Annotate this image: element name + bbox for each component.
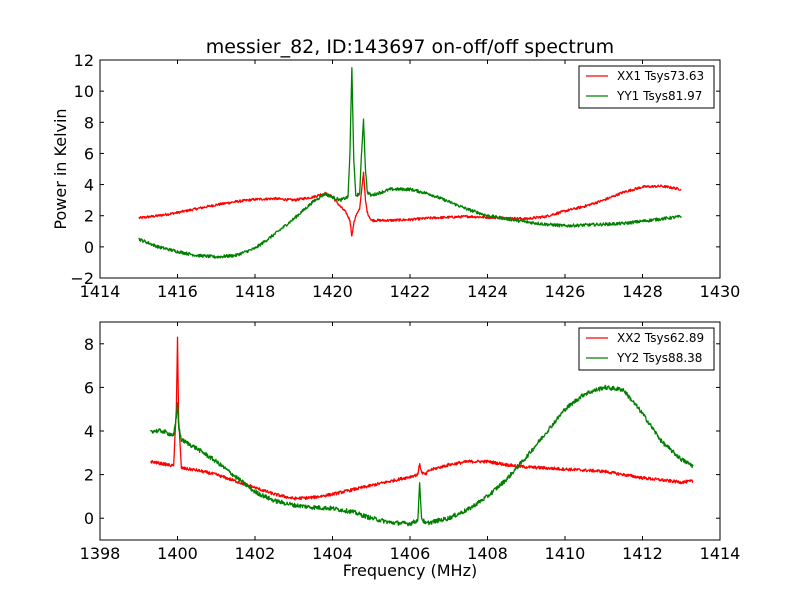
bottom-panel-frame xyxy=(99,321,721,541)
top-series-xx-line xyxy=(138,171,682,237)
bottom-series-xx-line xyxy=(149,336,694,501)
top-y-tick-label: 2 xyxy=(84,207,94,226)
bottom-x-tick-label: 1406 xyxy=(390,544,431,563)
top-y-tick-label: 8 xyxy=(84,113,94,132)
top-y-tick-label: 4 xyxy=(84,176,94,195)
top-y-tick-label: 12 xyxy=(74,51,94,70)
bottom-x-tick-label: 1398 xyxy=(80,544,121,563)
bottom-legend-box xyxy=(578,327,715,371)
figure-title: messier_82, ID:143697 on-off/off spectru… xyxy=(206,36,614,58)
bottom-legend: XX2 Tsys62.89 YY2 Tsys88.38 xyxy=(578,327,715,371)
top-y-tick-label: 0 xyxy=(84,238,94,257)
bottom-x-tick-label: 1410 xyxy=(545,544,586,563)
top-y-tick-label: 6 xyxy=(84,144,94,163)
bottom-y-tick-label: 2 xyxy=(84,466,94,485)
top-y-tick-label: 10 xyxy=(74,82,94,101)
top-y-axis-label: Power in Kelvin xyxy=(51,108,70,229)
top-x-tick-label: 1414 xyxy=(80,282,121,301)
top-legend-box xyxy=(578,65,715,109)
top-x-tick-label: 1418 xyxy=(235,282,276,301)
top-x-tick-label: 1422 xyxy=(390,282,431,301)
bottom-x-tick-label: 1404 xyxy=(312,544,353,563)
top-panel: 1414 1416 1418 1420 1422 1424 1426 1428 1430 −2 0 2… xyxy=(51,51,740,301)
bottom-y-tick-label: 4 xyxy=(84,422,94,441)
top-x-tick-label: 1416 xyxy=(157,282,198,301)
bottom-x-tick-label: 1414 xyxy=(700,544,741,563)
bottom-y-tick-label: 8 xyxy=(84,335,94,354)
top-x-tick-label: 1424 xyxy=(467,282,508,301)
bottom-x-tick-label: 1402 xyxy=(235,544,276,563)
top-x-tick-label: 1428 xyxy=(622,282,663,301)
legend-label-xx2: XX2 Tsys62.89 xyxy=(617,331,704,345)
top-x-tick-label: 1420 xyxy=(312,282,353,301)
bottom-x-axis-label: Frequency (MHz) xyxy=(343,561,477,580)
bottom-panel: 1398 1400 1402 1404 1406 1408 1410 1412 1414 0 2 4 6… xyxy=(80,321,741,580)
bottom-series-yy-line xyxy=(149,384,694,527)
bottom-x-tick-label: 1408 xyxy=(467,544,508,563)
legend-label-xx1: XX1 Tsys73.63 xyxy=(617,69,704,83)
top-x-tick-label: 1426 xyxy=(545,282,586,301)
top-series-yy-line xyxy=(138,67,682,259)
legend-label-yy2: YY2 Tsys88.38 xyxy=(616,351,702,365)
bottom-y-tick-label: 6 xyxy=(84,378,94,397)
top-legend: XX1 Tsys73.63 YY1 Tsys81.97 xyxy=(578,65,715,109)
top-panel-frame xyxy=(99,59,721,279)
top-x-tick-label: 1430 xyxy=(700,282,741,301)
bottom-x-tick-label: 1400 xyxy=(157,544,198,563)
top-y-tick-label: −2 xyxy=(70,269,94,288)
bottom-x-tick-label: 1412 xyxy=(622,544,663,563)
legend-label-yy1: YY1 Tsys81.97 xyxy=(616,89,702,103)
bottom-y-tick-label: 0 xyxy=(84,509,94,528)
